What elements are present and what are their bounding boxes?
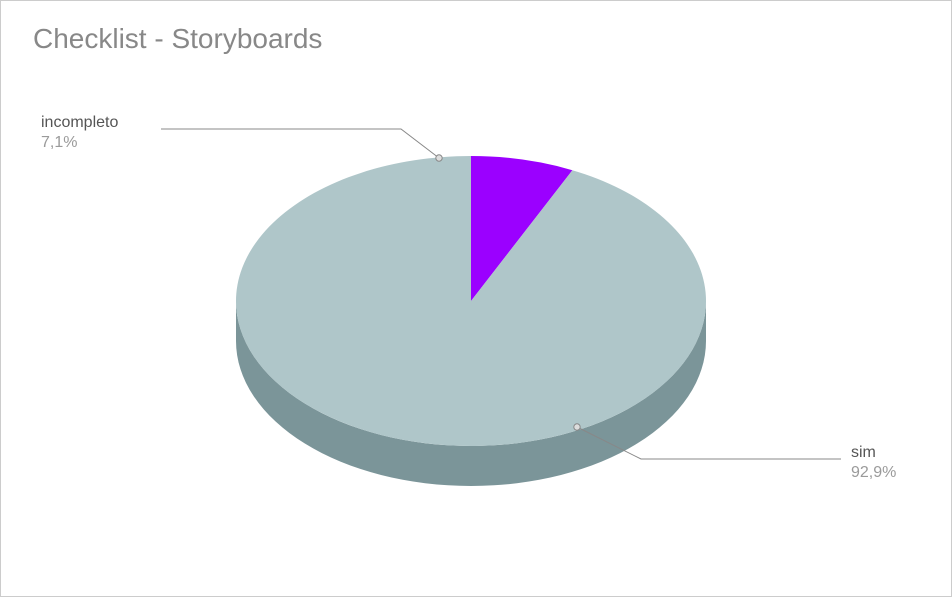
chart-frame: Checklist - Storyboards incompleto 7,1% … [0,0,952,597]
slice-label-sim: sim 92,9% [851,443,896,483]
slice-name: incompleto [41,113,118,133]
pie-chart [1,1,952,598]
slice-percent: 7,1% [41,133,118,153]
slice-percent: 92,9% [851,463,896,483]
slice-name: sim [851,443,896,463]
slice-label-incompleto: incompleto 7,1% [41,113,118,153]
